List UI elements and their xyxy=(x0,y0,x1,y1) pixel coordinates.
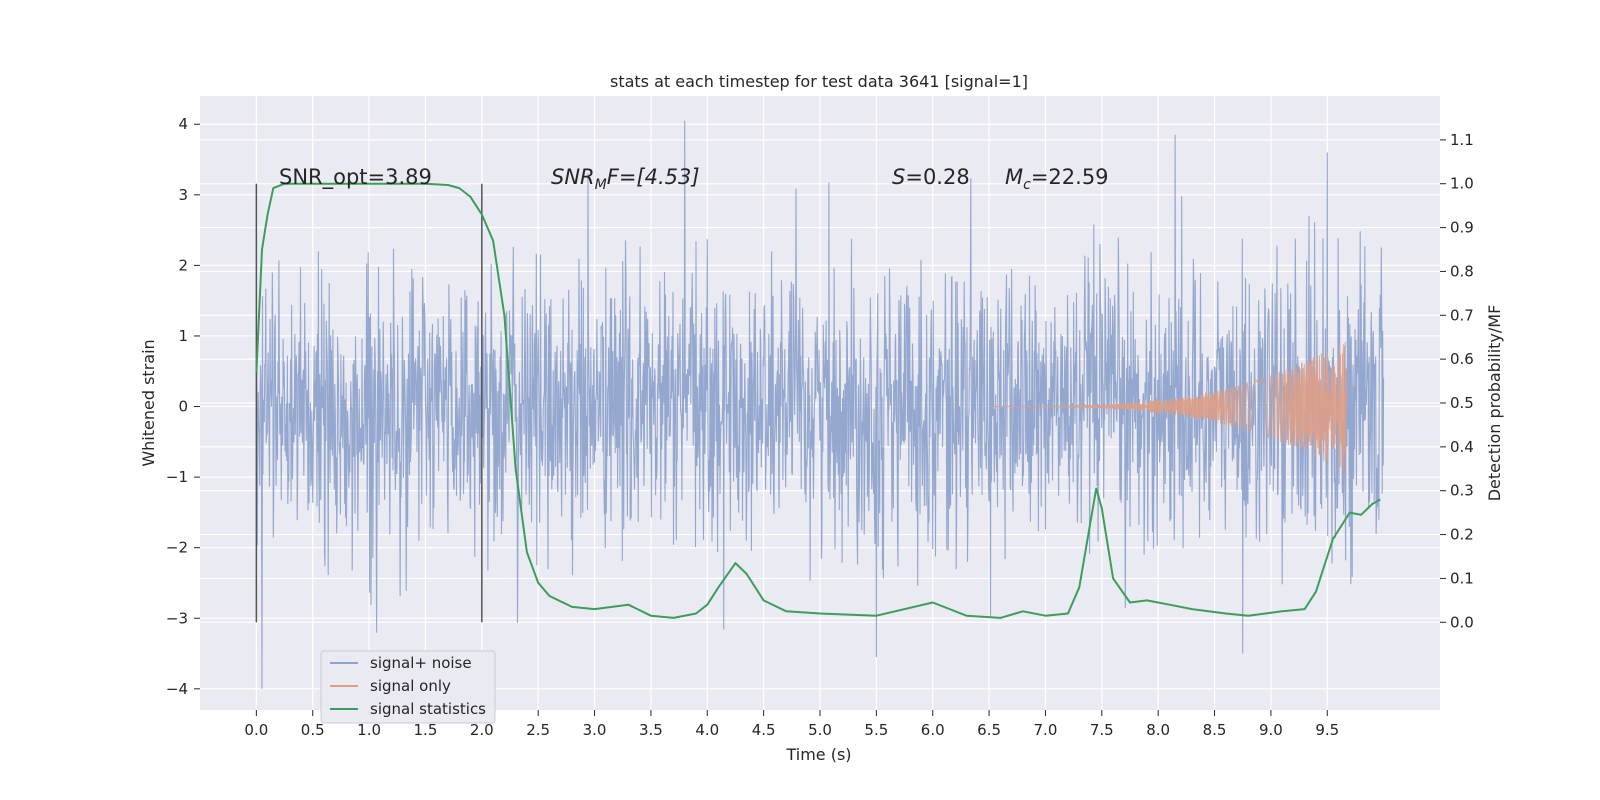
x-tick-label: 9.5 xyxy=(1315,721,1339,739)
y-tick-label-left: −1 xyxy=(166,468,188,486)
y-tick-label-right: 0.3 xyxy=(1450,482,1474,500)
chart-title: stats at each timestep for test data 364… xyxy=(610,72,1028,91)
annotation-s: S=0.28 xyxy=(892,165,970,189)
y-tick-label-left: 4 xyxy=(178,115,188,133)
annotation-snr-mf-sub: M xyxy=(595,177,607,193)
x-tick-label: 3.5 xyxy=(639,721,663,739)
legend-label-signal-statistics: signal statistics xyxy=(370,700,486,718)
legend-box xyxy=(320,650,496,724)
x-tick-label: 2.0 xyxy=(470,721,494,739)
y-tick-label-right: 1.1 xyxy=(1450,131,1474,149)
x-tick-label: 8.5 xyxy=(1203,721,1227,739)
signal-statistics-line xyxy=(255,182,1381,619)
y-tick-label-left: 0 xyxy=(178,398,188,416)
x-tick-label: 4.0 xyxy=(695,721,719,739)
y-axis-label-left: Whitened strain xyxy=(139,339,158,466)
x-tick-label: 8.0 xyxy=(1146,721,1170,739)
annotation-mc-sub: c xyxy=(1023,177,1031,193)
x-tick-label: 7.0 xyxy=(1034,721,1058,739)
signal-only-line xyxy=(989,341,1347,471)
x-tick-label: 7.5 xyxy=(1090,721,1114,739)
y-tick-label-right: 0.8 xyxy=(1450,262,1474,280)
y-tick-label-right: 0.0 xyxy=(1450,613,1474,631)
x-tick-label: 2.5 xyxy=(526,721,550,739)
x-tick-label: 4.5 xyxy=(752,721,776,739)
x-tick-label: 0.5 xyxy=(301,721,325,739)
y-tick-label-right: 0.5 xyxy=(1450,394,1474,412)
x-tick-label: 9.0 xyxy=(1259,721,1283,739)
annotation-snr-mf-main: SNR xyxy=(551,165,595,189)
x-tick-label: 5.0 xyxy=(808,721,832,739)
legend: signal+ noise signal only signal statist… xyxy=(320,650,496,724)
signal-statistics-series xyxy=(255,182,1381,619)
annotation-mc: Mc=22.59 xyxy=(1005,165,1109,193)
x-tick-label: 6.0 xyxy=(921,721,945,739)
annotation-s-var: S xyxy=(892,165,905,189)
signal-only-series xyxy=(989,341,1347,471)
y-tick-label-left: 3 xyxy=(178,186,188,204)
x-tick-label: 3.0 xyxy=(583,721,607,739)
y-tick-label-right: 0.4 xyxy=(1450,438,1474,456)
x-tick-label: 6.5 xyxy=(977,721,1001,739)
legend-label-signal-only: signal only xyxy=(370,677,451,695)
vertical-markers xyxy=(255,183,483,623)
signal-noise-series xyxy=(255,120,1385,689)
annotation-s-val: =0.28 xyxy=(905,165,969,189)
annotation-snr-mf-rest: F=[4.53] xyxy=(607,165,700,189)
y-axis-label-right: Detection probability/MF xyxy=(1485,305,1504,502)
y-tick-label-left: 1 xyxy=(178,327,188,345)
legend-label-signal-noise: signal+ noise xyxy=(370,654,472,672)
annotation-mc-val: =22.59 xyxy=(1031,165,1109,189)
y-tick-label-left: −4 xyxy=(166,680,188,698)
x-tick-label: 0.0 xyxy=(244,721,268,739)
tick-labels: 0.0 0.5 1.0 1.5 2.0 2.5 3.0 3.5 4.0 4.5 5.0 5.5 6.0 6… xyxy=(166,115,1474,739)
annotation-snr-mf: SNRMF=[4.53] xyxy=(551,165,700,193)
y-tick-label-left: −3 xyxy=(166,609,188,627)
x-tick-label: 5.5 xyxy=(864,721,888,739)
y-tick-label-left: −2 xyxy=(166,539,188,557)
y-tick-label-right: 0.6 xyxy=(1450,350,1474,368)
x-tick-label: 1.5 xyxy=(414,721,438,739)
x-tick-label: 1.0 xyxy=(357,721,381,739)
y-tick-label-right: 0.7 xyxy=(1450,306,1474,324)
signal-noise-line xyxy=(255,120,1385,689)
annotation-snr-opt: SNR_opt=3.89 xyxy=(279,165,432,190)
y-tick-label-right: 0.2 xyxy=(1450,526,1474,544)
x-axis-label: Time (s) xyxy=(785,745,851,764)
y-tick-label-right: 1.0 xyxy=(1450,175,1474,193)
y-tick-label-right: 0.9 xyxy=(1450,219,1474,237)
annotation-mc-var: M xyxy=(1005,165,1023,189)
y-tick-label-right: 0.1 xyxy=(1450,569,1474,587)
y-tick-label-left: 2 xyxy=(178,256,188,274)
